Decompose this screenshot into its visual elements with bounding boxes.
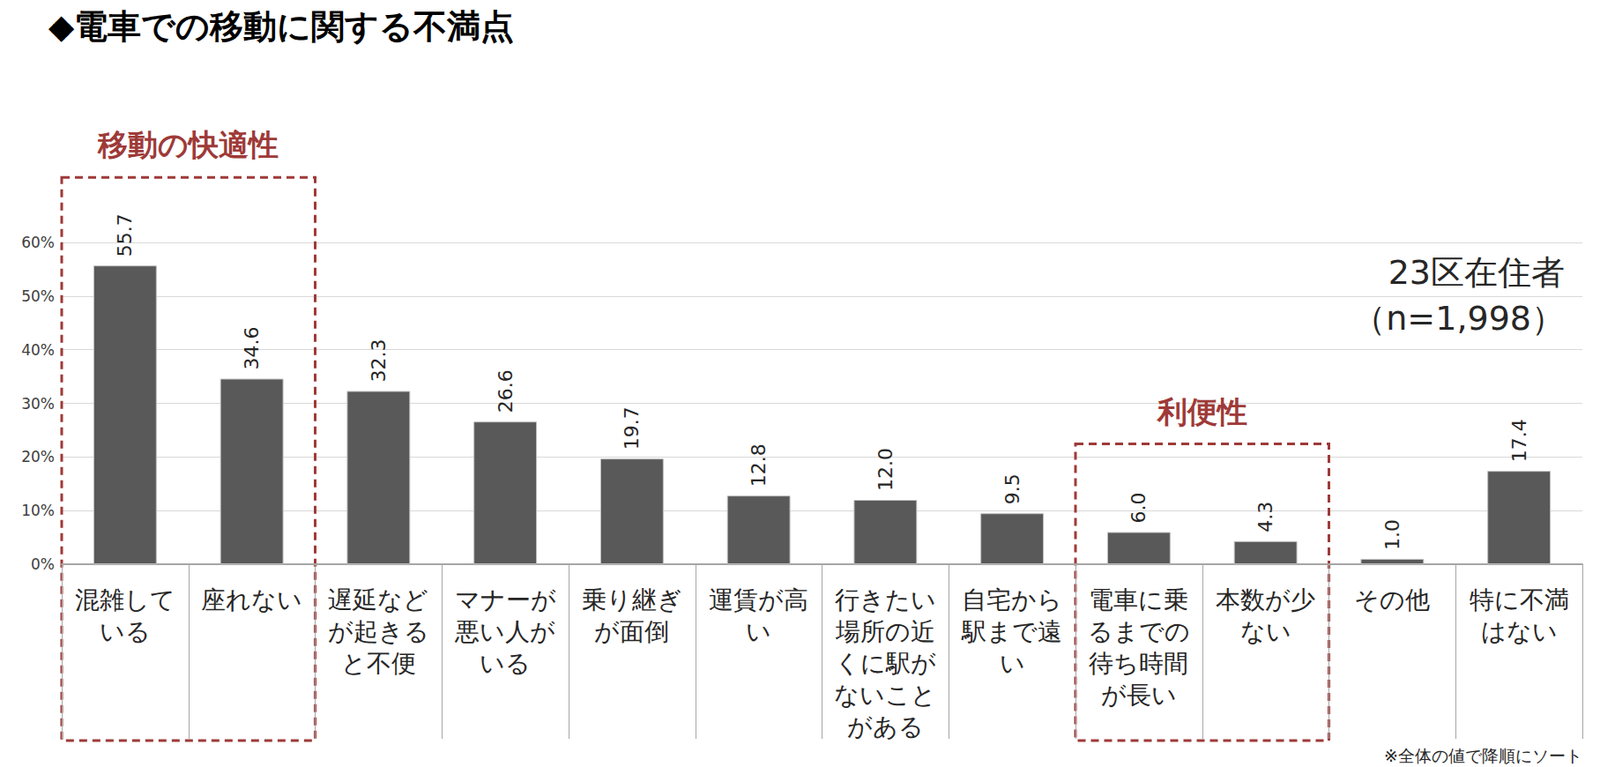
svg-text:55.7: 55.7 [113,213,136,257]
svg-text:くに駅が: くに駅が [834,648,937,678]
svg-text:が長い: が長い [1101,680,1177,710]
svg-text:19.7: 19.7 [620,406,643,450]
svg-text:◆電車での移動に関する不満点: ◆電車での移動に関する不満点 [48,7,514,46]
svg-text:12.0: 12.0 [874,447,897,492]
svg-text:26.6: 26.6 [494,369,517,413]
svg-text:ないこと: ないこと [833,680,937,710]
svg-text:がある: がある [847,712,924,742]
svg-text:はない: はない [1480,617,1558,647]
svg-text:利便性: 利便性 [1155,394,1248,430]
svg-text:4.3: 4.3 [1254,501,1277,533]
svg-text:い: い [745,617,772,647]
svg-text:その他: その他 [1354,585,1430,615]
svg-text:40%: 40% [21,341,55,359]
svg-text:23区在住者: 23区在住者 [1388,253,1565,292]
svg-text:場所の近: 場所の近 [834,617,936,647]
svg-text:い: い [999,648,1026,678]
svg-text:が面倒: が面倒 [594,617,670,647]
svg-text:と不便: と不便 [341,648,417,678]
svg-text:駅まで遠: 駅まで遠 [960,617,1063,647]
svg-text:17.4: 17.4 [1508,418,1531,462]
svg-text:運賃が高: 運賃が高 [708,585,809,615]
svg-text:32.3: 32.3 [367,339,390,383]
svg-text:いる: いる [99,617,151,647]
svg-text:12.8: 12.8 [747,443,770,487]
svg-text:が起きる: が起きる [327,617,430,647]
svg-text:50%: 50% [21,287,55,306]
svg-text:電車に乗: 電車に乗 [1088,585,1189,615]
svg-text:待ち時間: 待ち時間 [1088,648,1189,678]
svg-text:行きたい: 行きたい [834,585,937,615]
svg-text:いる: いる [479,648,531,678]
svg-text:座れない: 座れない [200,585,303,615]
svg-text:自宅から: 自宅から [961,585,1063,615]
svg-text:マナーが: マナーが [454,585,557,615]
svg-text:10%: 10% [21,501,55,520]
svg-text:6.0: 6.0 [1127,492,1150,524]
svg-text:ない: ない [1240,617,1292,647]
svg-text:9.5: 9.5 [1001,473,1024,505]
svg-text:60%: 60% [21,233,55,252]
svg-text:（n=1,998）: （n=1,998） [1352,298,1565,338]
svg-text:混雑して: 混雑して [74,585,176,615]
svg-text:1.0: 1.0 [1381,519,1404,551]
svg-text:本数が少: 本数が少 [1215,585,1316,615]
svg-text:特に不満: 特に不満 [1469,585,1570,615]
svg-text:0%: 0% [30,555,55,574]
svg-text:移動の快適性: 移動の快適性 [96,126,279,163]
svg-text:34.6: 34.6 [240,327,263,371]
svg-text:※全体の値で降順にソート: ※全体の値で降順にソート [1384,745,1583,766]
svg-text:悪い人が: 悪い人が [453,617,556,647]
svg-text:乗り継ぎ: 乗り継ぎ [581,585,683,615]
svg-text:20%: 20% [21,447,55,466]
svg-text:遅延など: 遅延など [327,585,429,615]
svg-text:30%: 30% [21,394,55,413]
svg-text:るまでの: るまでの [1087,617,1191,647]
